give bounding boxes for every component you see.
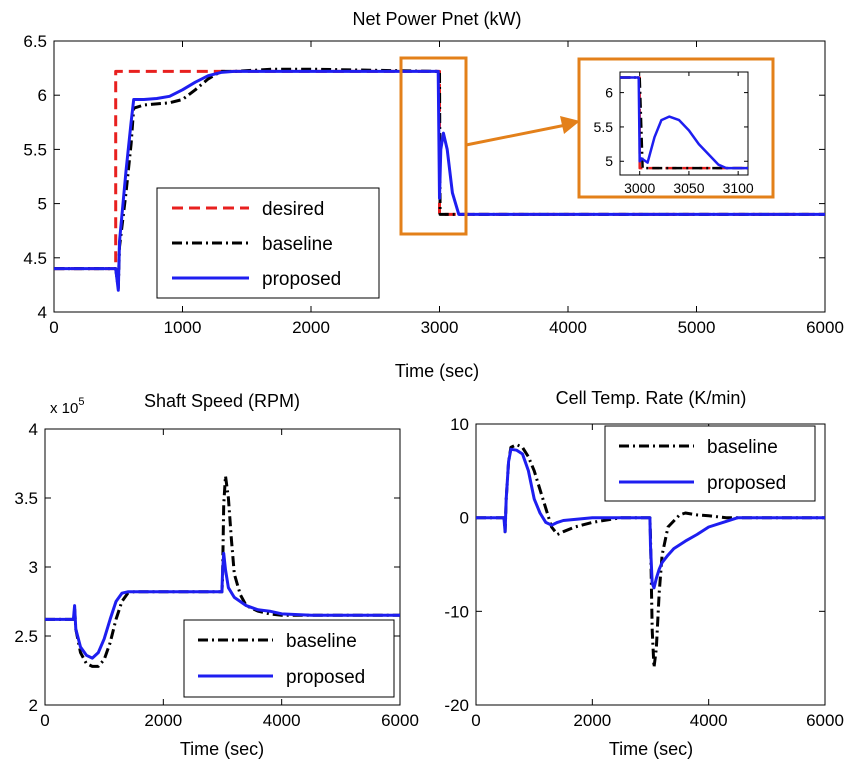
x-tick-label: 4000 (549, 318, 587, 337)
shaft-speed-xlabel: Time (sec) (180, 739, 264, 759)
y-tick-label: 10 (450, 415, 469, 434)
x-tick-label: 0 (49, 318, 58, 337)
x-tick-label: 3100 (723, 180, 754, 196)
net-power-lines (54, 67, 825, 292)
cell-temp-panel: Cell Temp. Rate (K/min) 0 2000 4000 6000 -20… (444, 388, 843, 759)
net-power-xlabel: Time (sec) (395, 361, 479, 381)
y-tick-label: 5.5 (594, 119, 614, 135)
net-power-legend: desired baseline proposed (156, 187, 380, 299)
shaft-speed-title: Shaft Speed (RPM) (144, 391, 300, 411)
legend-proposed-label: proposed (286, 667, 365, 688)
y-tick-label: 6 (38, 86, 47, 105)
y-tick-label: 5.5 (23, 140, 47, 159)
y-tick-label: 5 (38, 195, 47, 214)
legend-box (183, 619, 395, 698)
x-tick-label: 3050 (673, 180, 704, 196)
x-tick-label: 6000 (381, 711, 419, 730)
x-tick-label: 2000 (292, 318, 330, 337)
net-power-ticks: 0 1000 2000 3000 4000 5000 6000 4 4.5 5 5.5 6 6.5 (23, 32, 844, 337)
y-tick-label: 2 (29, 696, 38, 715)
legend-desired-label: desired (262, 199, 324, 220)
shaft-speed-lines (45, 474, 400, 668)
inset-panel: 3000 3050 3100 5 5.5 6 (577, 57, 775, 199)
x-tick-label: 2000 (144, 711, 182, 730)
inset-lines (620, 76, 748, 170)
x-tick-label: 4000 (690, 711, 728, 730)
net-power-panel: Net Power Pnet (kW) 0 1000 2000 3000 4000 500… (23, 9, 844, 381)
shaft-speed-multiplier: x 105 (50, 396, 84, 417)
y-tick-label: -20 (444, 696, 469, 715)
legend-baseline-label: baseline (286, 631, 357, 652)
series-line-proposed (54, 69, 825, 292)
x-tick-label: 6000 (806, 318, 844, 337)
shaft-speed-legend: baseline proposed (183, 619, 395, 698)
y-tick-label: 4 (29, 420, 38, 439)
legend-proposed-label: proposed (262, 269, 341, 290)
cell-temp-legend: baseline proposed (604, 425, 816, 502)
y-tick-label: 3.5 (14, 489, 38, 508)
legend-proposed-label: proposed (707, 473, 786, 494)
cell-temp-lines (476, 443, 825, 669)
x-tick-label: 1000 (164, 318, 202, 337)
y-tick-label: 2.5 (14, 627, 38, 646)
y-tick-label: 3 (29, 558, 38, 577)
inset-ticks: 3000 3050 3100 5 5.5 6 (594, 72, 754, 196)
shaft-speed-ticks: 0 2000 4000 6000 2 2.5 3 3.5 4 (14, 420, 419, 730)
zoom-arrow (465, 123, 567, 147)
x-tick-label: 4000 (263, 711, 301, 730)
series-line-baseline (476, 443, 825, 669)
series-line-proposed (45, 551, 400, 660)
y-tick-label: 0 (460, 509, 469, 528)
y-tick-label: 4.5 (23, 249, 47, 268)
legend-box (604, 425, 816, 502)
x-tick-label: 0 (471, 711, 480, 730)
cell-temp-xlabel: Time (sec) (609, 739, 693, 759)
cell-temp-ticks: 0 2000 4000 6000 -20 -10 0 10 (444, 415, 843, 730)
y-tick-label: 4 (38, 303, 47, 322)
y-tick-label: 6 (605, 85, 613, 101)
series-line-proposed (620, 76, 748, 170)
series-line-proposed (476, 447, 825, 590)
shaft-speed-panel: Shaft Speed (RPM) x 105 0 2000 4000 6000 2 2.… (14, 391, 419, 759)
x-tick-label: 6000 (806, 711, 844, 730)
net-power-title: Net Power Pnet (kW) (352, 9, 521, 29)
y-tick-label: -10 (444, 602, 469, 621)
x-tick-label: 5000 (678, 318, 716, 337)
zoom-arrowhead (560, 116, 580, 134)
legend-baseline-label: baseline (262, 234, 333, 255)
legend-baseline-label: baseline (707, 437, 778, 458)
zoom-region-box (399, 56, 468, 236)
cell-temp-title: Cell Temp. Rate (K/min) (556, 388, 747, 408)
y-tick-label: 6.5 (23, 32, 47, 51)
x-tick-label: 0 (40, 711, 49, 730)
x-tick-label: 2000 (573, 711, 611, 730)
x-tick-label: 3000 (421, 318, 459, 337)
y-tick-label: 5 (605, 153, 613, 169)
x-tick-label: 3000 (624, 180, 655, 196)
